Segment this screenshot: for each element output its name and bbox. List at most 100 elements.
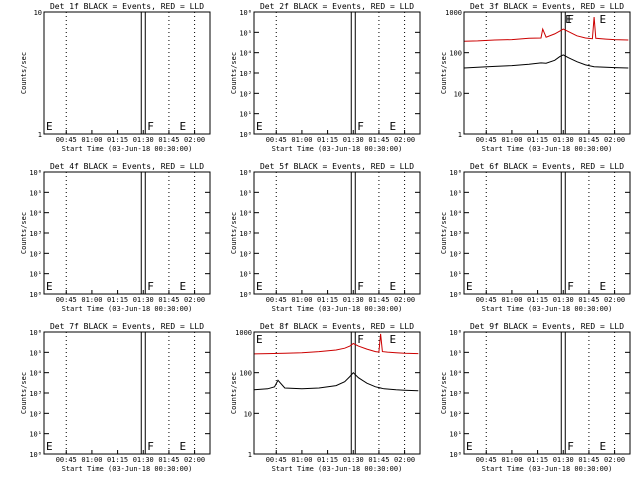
panel-det1: Det 1f BLACK = Events, RED = LLD 10 1 00:45… — [20, 2, 211, 153]
x-tick-label: 01:00 — [291, 296, 312, 304]
y-tick-label: 10 — [34, 9, 42, 17]
marker-e-label: E — [389, 120, 396, 133]
marker-e-label: E — [46, 280, 53, 293]
x-tick-label: 01:00 — [501, 296, 522, 304]
marker-e-label: E — [256, 333, 263, 346]
x-tick-label: 02:00 — [604, 456, 625, 464]
y-axis-label: Counts/sec — [20, 52, 28, 94]
marker-e-label: E — [599, 13, 606, 26]
marker-e-label: E — [46, 120, 53, 133]
y-tick-label: 10⁴ — [29, 370, 42, 378]
marker-f-label: F — [567, 440, 574, 453]
y-tick-label: 10⁶ — [239, 9, 252, 17]
marker-f-label: F — [357, 333, 364, 346]
y-tick-label: 10⁵ — [449, 189, 462, 197]
y-tick-label: 10² — [449, 410, 462, 418]
panel-title: Det 4f BLACK = Events, RED = LLD — [50, 162, 204, 171]
y-tick-label: 10¹ — [449, 271, 462, 279]
y-axis-label: Counts/sec — [230, 372, 238, 414]
x-tick-label: 02:00 — [184, 136, 205, 144]
panel-title: Det 2f BLACK = Events, RED = LLD — [260, 2, 414, 11]
marker-e-label: E — [599, 440, 606, 453]
y-tick-label: 10⁵ — [449, 349, 462, 357]
plot-frame — [43, 331, 211, 455]
marker-e-label: E — [389, 333, 396, 346]
y-tick-label: 10² — [239, 90, 252, 98]
y-tick-label: 10⁵ — [239, 29, 252, 37]
y-tick-label: 10⁵ — [29, 349, 42, 357]
y-tick-label: 10³ — [239, 230, 252, 238]
series-line-1 — [253, 371, 419, 392]
x-axis-label: Start Time (03-Jun-18 00:30:00) — [62, 145, 193, 153]
panel-title: Det 1f BLACK = Events, RED = LLD — [50, 2, 204, 11]
y-axis-label: Counts/sec — [440, 212, 448, 254]
x-tick-label: 01:45 — [578, 456, 599, 464]
x-tick-label: 01:45 — [158, 136, 179, 144]
y-tick-label: 10¹ — [239, 111, 252, 119]
x-tick-label: 01:00 — [81, 136, 102, 144]
y-tick-label: 10³ — [239, 70, 252, 78]
panel-det7: Det 7f BLACK = Events, RED = LLD 10⁶ 10⁵ 10… — [20, 322, 211, 473]
x-tick-label: 01:00 — [291, 456, 312, 464]
marker-f-label: F — [567, 13, 574, 26]
marker-e-label: E — [389, 280, 396, 293]
panel-title: Det 7f BLACK = Events, RED = LLD — [50, 322, 204, 331]
y-tick-label: 10⁶ — [239, 169, 252, 177]
x-tick-label: 01:30 — [133, 456, 154, 464]
panel-title: Det 6f BLACK = Events, RED = LLD — [470, 162, 624, 171]
y-tick-label: 10³ — [449, 230, 462, 238]
x-tick-label: 02:00 — [394, 456, 415, 464]
x-tick-label: 00:45 — [476, 456, 497, 464]
x-tick-label: 00:45 — [56, 456, 77, 464]
x-tick-label: 01:00 — [501, 456, 522, 464]
y-axis-label: Counts/sec — [440, 372, 448, 414]
marker-f-label: F — [567, 280, 574, 293]
y-tick-label: 10⁰ — [239, 291, 252, 299]
x-axis-label: Start Time (03-Jun-18 00:30:00) — [482, 465, 613, 473]
series-line-1 — [463, 54, 629, 69]
marker-e-label: E — [256, 280, 263, 293]
x-tick-label: 01:30 — [343, 456, 364, 464]
marker-e-label: E — [179, 440, 186, 453]
x-tick-label: 00:45 — [476, 296, 497, 304]
marker-e-label: E — [599, 280, 606, 293]
marker-e-label: E — [179, 280, 186, 293]
x-tick-label: 01:45 — [368, 296, 389, 304]
marker-f-label: F — [147, 440, 154, 453]
plot-frame — [253, 11, 421, 135]
y-tick-label: 10⁴ — [449, 370, 462, 378]
x-axis-label: Start Time (03-Jun-18 00:30:00) — [272, 145, 403, 153]
marker-e-label: E — [46, 440, 53, 453]
y-tick-label: 100 — [239, 370, 252, 378]
x-tick-label: 00:45 — [476, 136, 497, 144]
plot-frame — [463, 11, 631, 135]
y-tick-label: 10² — [239, 250, 252, 258]
x-axis-label: Start Time (03-Jun-18 00:30:00) — [62, 465, 193, 473]
x-tick-label: 01:00 — [501, 136, 522, 144]
y-tick-label: 10² — [449, 250, 462, 258]
panel-det2: Det 2f BLACK = Events, RED = LLD 10⁶ 10⁵ 10… — [230, 2, 421, 153]
x-axis-label: Start Time (03-Jun-18 00:30:00) — [272, 465, 403, 473]
x-tick-label: 01:15 — [527, 456, 548, 464]
x-tick-label: 02:00 — [394, 136, 415, 144]
x-axis-label: Start Time (03-Jun-18 00:30:00) — [272, 305, 403, 313]
x-tick-label: 01:45 — [368, 136, 389, 144]
y-tick-label: 10⁰ — [29, 291, 42, 299]
y-tick-label: 10⁶ — [29, 329, 42, 337]
panel-title: Det 3f BLACK = Events, RED = LLD — [470, 2, 624, 11]
marker-f-label: F — [147, 280, 154, 293]
x-tick-label: 02:00 — [184, 296, 205, 304]
y-tick-label: 10⁴ — [239, 210, 252, 218]
y-tick-label: 10⁰ — [449, 291, 462, 299]
y-tick-label: 10³ — [29, 230, 42, 238]
panel-det5: Det 5f BLACK = Events, RED = LLD 10⁶ 10⁵ 10… — [230, 162, 421, 313]
x-tick-label: 02:00 — [604, 296, 625, 304]
series-line-0 — [253, 333, 419, 355]
x-tick-label: 01:30 — [553, 456, 574, 464]
y-tick-label: 10¹ — [29, 431, 42, 439]
panel-det3: Det 3f BLACK = Events, RED = LLD10001001… — [440, 2, 631, 153]
marker-f-label: F — [147, 120, 154, 133]
x-tick-label: 01:15 — [107, 456, 128, 464]
y-tick-label: 10³ — [29, 390, 42, 398]
x-tick-label: 01:45 — [368, 456, 389, 464]
